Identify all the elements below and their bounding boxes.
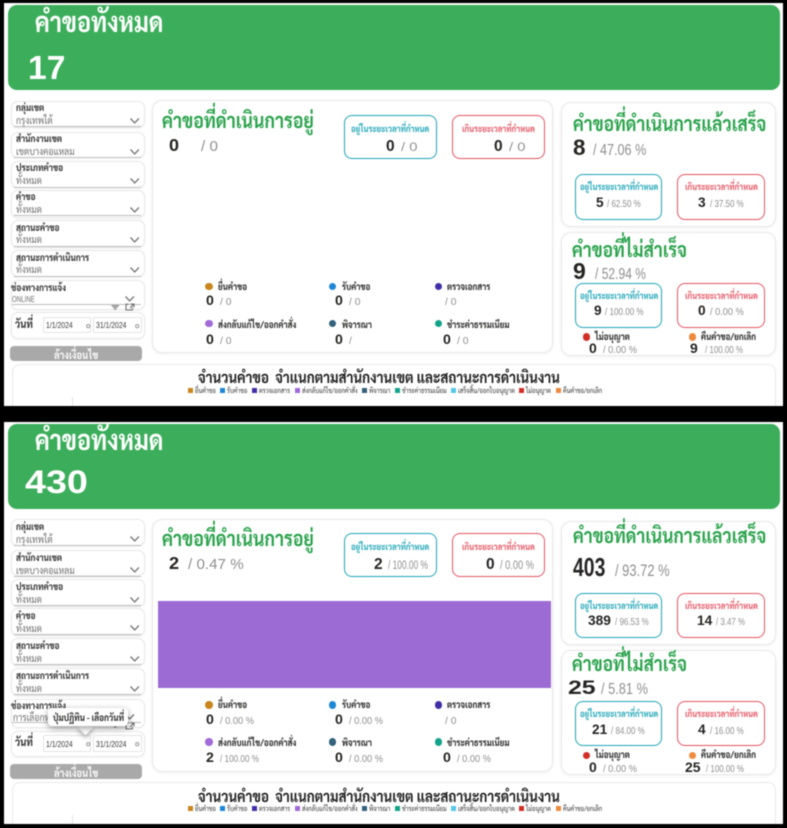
svg-text:/ 0: / 0 [401, 142, 417, 154]
svg-text:/ 0.00 %: / 0.00 % [603, 345, 637, 356]
svg-text:4: 4 [698, 722, 706, 737]
svg-text:2: 2 [169, 553, 179, 573]
svg-text:/ 100.00 %: / 100.00 % [388, 560, 428, 572]
svg-text:/ 37.50 %: / 37.50 % [710, 198, 744, 210]
svg-text:0: 0 [589, 340, 597, 356]
svg-text:/ 0: / 0 [349, 297, 361, 308]
svg-text:/ 84.00 %: / 84.00 % [611, 725, 645, 737]
svg-text:/ 0.00 %: / 0.00 % [457, 754, 491, 765]
svg-text:0: 0 [206, 293, 214, 309]
svg-text:0: 0 [335, 293, 343, 309]
svg-text:0: 0 [443, 332, 451, 348]
svg-text:0: 0 [494, 138, 503, 155]
svg-text:/ 0.00 %: / 0.00 % [349, 754, 383, 765]
svg-text:21: 21 [592, 722, 608, 737]
svg-text:2: 2 [206, 750, 214, 766]
svg-text:/ 52.94 %: / 52.94 % [595, 266, 646, 283]
svg-text:0: 0 [169, 135, 179, 155]
svg-text:14: 14 [697, 613, 713, 628]
svg-text:/ 93.72 %: / 93.72 % [615, 562, 670, 580]
svg-text:/ 0.00 %: / 0.00 % [349, 716, 383, 727]
svg-text:3: 3 [698, 195, 706, 210]
svg-text:ONLINE: ONLINE [12, 295, 35, 304]
svg-text:25: 25 [568, 678, 596, 699]
svg-text:0: 0 [589, 759, 597, 775]
svg-text:/ 0: / 0 [445, 297, 457, 308]
svg-text:9: 9 [594, 303, 602, 318]
svg-text:/: / [349, 336, 352, 347]
svg-text:/ 0.00 %: / 0.00 % [710, 306, 744, 318]
svg-text:0: 0 [443, 750, 451, 766]
svg-text:8: 8 [573, 135, 586, 160]
svg-text:/ 96.53 %: / 96.53 % [615, 616, 649, 628]
svg-text:/ 100.00 %: / 100.00 % [706, 764, 744, 775]
svg-text:17: 17 [28, 50, 65, 87]
svg-text:0: 0 [698, 303, 706, 318]
svg-text:/ 100.00 %: / 100.00 % [605, 306, 644, 318]
svg-text:0: 0 [206, 712, 214, 728]
svg-text:/ 0.00 %: / 0.00 % [603, 764, 637, 775]
svg-text:0: 0 [335, 332, 343, 348]
svg-text:25: 25 [685, 759, 701, 775]
svg-text:/ 0: / 0 [509, 142, 525, 154]
svg-text:0: 0 [486, 556, 495, 573]
svg-text:/ 0: / 0 [220, 297, 232, 308]
svg-text:403: 403 [573, 552, 605, 582]
svg-text:/ 0.00 %: / 0.00 % [500, 560, 534, 572]
svg-text:1/1/2024: 1/1/2024 [46, 320, 73, 330]
svg-text:430: 430 [25, 464, 88, 500]
svg-text:31/1/2024: 31/1/2024 [96, 320, 127, 330]
svg-text:/ 5.81 %: / 5.81 % [601, 681, 648, 698]
svg-text:/ 100.00 %: / 100.00 % [705, 345, 743, 356]
svg-text:389: 389 [588, 613, 611, 628]
svg-text:5: 5 [596, 195, 604, 210]
svg-text:/ 0.00 %: / 0.00 % [220, 716, 254, 727]
svg-text:/ 62.50 %: / 62.50 % [607, 198, 641, 210]
svg-text:0: 0 [335, 750, 343, 766]
svg-text:/ 0: / 0 [220, 336, 232, 347]
svg-text:/ 0: / 0 [201, 138, 218, 155]
svg-text:/ 47.06 %: / 47.06 % [593, 142, 646, 159]
svg-text:/ 0: / 0 [445, 716, 457, 727]
svg-text:/ 16.00 %: / 16.00 % [710, 725, 744, 737]
svg-text:/ 100.00 %: / 100.00 % [220, 754, 259, 765]
svg-text:/ 0.47 %: / 0.47 % [188, 556, 244, 573]
svg-text:/ 3.47 %: / 3.47 % [716, 616, 745, 628]
svg-text:0: 0 [335, 712, 343, 728]
svg-text:1/1/2024: 1/1/2024 [46, 739, 73, 749]
svg-text:2: 2 [374, 556, 383, 573]
svg-text:/ 0: / 0 [457, 336, 469, 347]
svg-text:31/1/2024: 31/1/2024 [96, 739, 127, 749]
svg-text:9: 9 [690, 340, 698, 356]
svg-text:0: 0 [386, 138, 395, 155]
svg-text:0: 0 [206, 332, 214, 348]
svg-text:9: 9 [573, 258, 586, 284]
